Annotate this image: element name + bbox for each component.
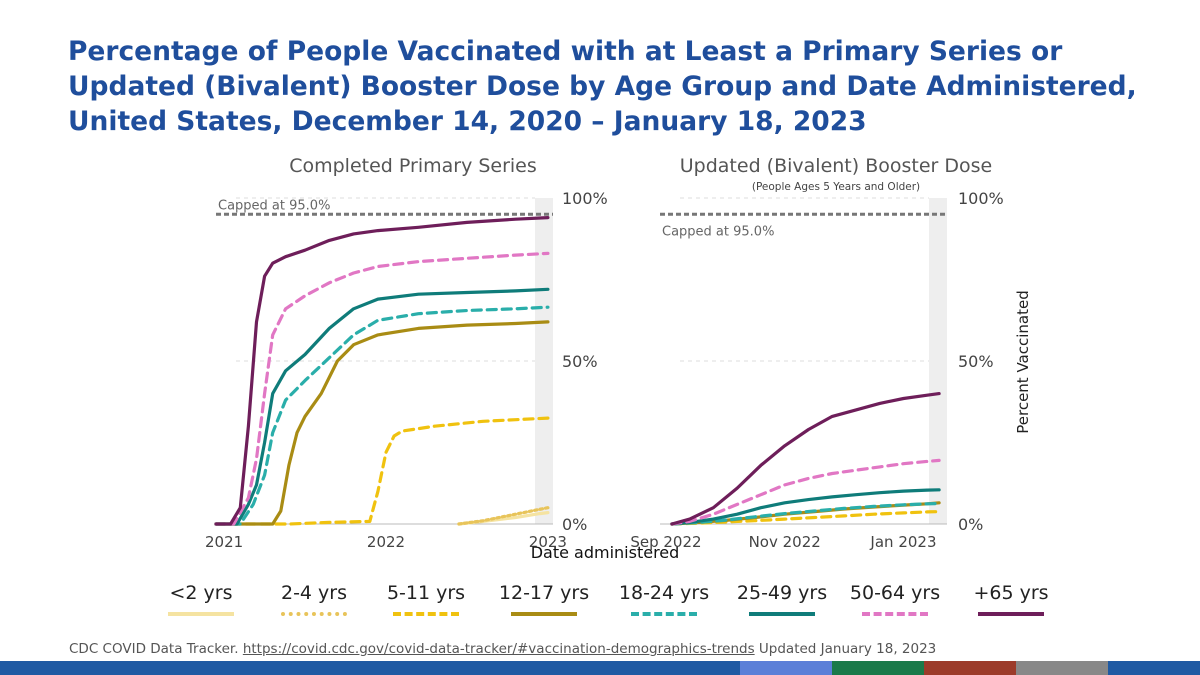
right-y-tick-label: 100%	[958, 189, 1004, 208]
left-y-tick-label: 100%	[562, 189, 608, 208]
legend-item-5to11: 5-11 yrs	[366, 580, 486, 626]
source-citation: CDC COVID Data Tracker. https://covid.cd…	[69, 641, 936, 657]
left-y-tick-label: 50%	[562, 352, 598, 371]
right-y-axis-title: Percent Vaccinated	[1014, 290, 1032, 434]
right-series-65plus	[670, 392, 941, 526]
left-series-50to64	[214, 251, 550, 526]
right-recent-data-band	[929, 198, 947, 524]
legend-label: 18-24 yrs	[618, 582, 710, 604]
legend-label: 12-17 yrs	[498, 582, 590, 604]
legend-swatch	[168, 612, 234, 616]
source-suffix: Updated January 18, 2023	[754, 641, 937, 657]
left-x-tick-label: 2022	[367, 533, 405, 551]
legend-swatch	[749, 612, 815, 616]
right-y-tick-label: 50%	[958, 352, 994, 371]
slide-title: Percentage of People Vaccinated with at …	[68, 36, 1137, 137]
left-y-tick-label: 0%	[562, 515, 587, 534]
left-series-25to49	[214, 287, 550, 526]
legend-label: +65 yrs	[973, 582, 1049, 604]
left-recent-data-band	[535, 198, 553, 524]
left-x-axis-title: Date administered	[531, 543, 680, 562]
legend-item-25to49: 25-49 yrs	[722, 580, 842, 626]
right-series-18to24	[670, 501, 941, 526]
right-series-25to49	[670, 488, 941, 526]
right-series-50to64	[670, 458, 941, 526]
legend-item-65plus: +65 yrs	[951, 580, 1071, 626]
legend-swatch	[978, 612, 1044, 616]
band-segment-green	[832, 661, 924, 675]
band-segment-gray	[1016, 661, 1108, 675]
legend-item-2to4: 2-4 yrs	[254, 580, 374, 626]
legend-item-lt2: <2 yrs	[141, 580, 261, 626]
legend-item-50to64: 50-64 yrs	[835, 580, 955, 626]
legend-swatch	[281, 612, 347, 616]
legend-label: 5-11 yrs	[386, 582, 466, 604]
legend-item-12to17: 12-17 yrs	[484, 580, 604, 626]
right-x-tick-label: Sep 2022	[630, 533, 701, 551]
left-x-tick-label: 2023	[529, 533, 567, 551]
right-cap-label: Capped at 95.0%	[662, 224, 774, 239]
right-x-tick-label: Jan 2023	[869, 533, 936, 551]
right-y-tick-label: 0%	[958, 515, 983, 534]
band-segment-blue	[740, 661, 832, 675]
left-series-2to4	[457, 506, 550, 526]
legend-swatch	[511, 612, 577, 616]
left-series-12to17	[214, 320, 550, 526]
left-cap-label: Capped at 95.0%	[218, 198, 330, 213]
band-segment-red	[924, 661, 1016, 675]
legend-item-18to24: 18-24 yrs	[604, 580, 724, 626]
left-series-18to24	[214, 305, 550, 526]
legend-label: 2-4 yrs	[280, 582, 348, 604]
source-link[interactable]: https://covid.cdc.gov/covid-data-tracker…	[242, 641, 755, 657]
left-series-5to11	[214, 416, 550, 526]
source-prefix: CDC COVID Data Tracker.	[69, 641, 243, 657]
legend-label: 50-64 yrs	[849, 582, 941, 604]
legend-swatch	[631, 612, 697, 616]
footer-color-band	[0, 661, 1200, 675]
right-x-tick-label: Nov 2022	[749, 533, 821, 551]
left-x-tick-label: 2021	[205, 533, 243, 551]
left-series-65plus	[214, 216, 550, 526]
legend-label: 25-49 yrs	[736, 582, 828, 604]
legend-swatch	[393, 612, 459, 616]
right-chart-subtitle: (People Ages 5 Years and Older)	[751, 181, 921, 193]
left-chart-title: Completed Primary Series	[289, 155, 537, 177]
legend-label: <2 yrs	[169, 582, 233, 604]
legend-swatch	[862, 612, 928, 616]
right-chart-title: Updated (Bivalent) Booster Dose	[679, 155, 993, 177]
